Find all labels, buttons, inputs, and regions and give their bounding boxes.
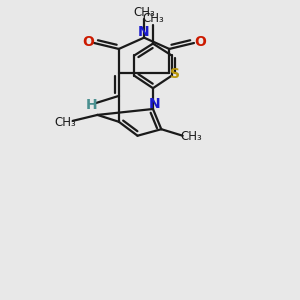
Text: O: O [82,35,94,50]
Text: CH₃: CH₃ [55,116,76,129]
Text: CH₃: CH₃ [142,12,164,25]
Text: CH₃: CH₃ [133,6,155,19]
Text: N: N [148,97,160,111]
Text: CH₃: CH₃ [180,130,202,143]
Text: S: S [170,67,180,81]
Text: H: H [86,98,98,112]
Text: N: N [138,25,149,39]
Text: O: O [194,35,206,50]
